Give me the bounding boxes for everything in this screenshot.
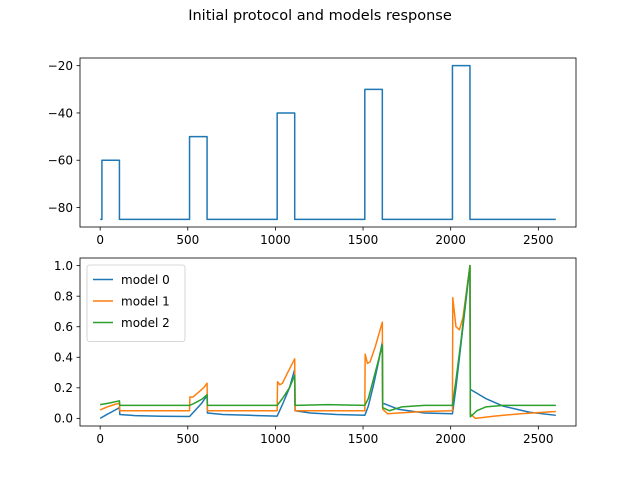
axes-frame	[79, 257, 577, 427]
figure-title: Initial protocol and models response	[188, 8, 452, 24]
series-line-model-2	[100, 264, 556, 418]
legend-entry: model 2	[121, 316, 170, 330]
y-tick-label: 0.6	[54, 320, 73, 334]
y-tick-label: 0.0	[54, 412, 73, 426]
y-tick-label: 0.8	[54, 289, 73, 303]
y-tick-label: −20	[48, 59, 73, 73]
x-tick-label: 2500	[523, 432, 554, 446]
x-tick-label: 0	[96, 432, 104, 446]
x-tick-label: 0	[96, 233, 104, 247]
x-tick-label: 500	[176, 233, 199, 247]
series-line-ax0-0	[100, 64, 556, 221]
top-axes: 0 500 1000 1500 2000 2500 −80 −60 −40 −20	[48, 57, 577, 247]
y-tick-label: 0.4	[54, 351, 73, 365]
bottom-axes: 0 500 1000 1500 2000 2500 0.0 0.2 0.4 0.6 0.8 1.0 mo…	[54, 257, 577, 446]
y-tick-label: −60	[48, 154, 73, 168]
y-tick-label: 0.2	[54, 381, 73, 395]
x-tick-label: 2500	[523, 233, 554, 247]
x-tick-label: 2000	[435, 233, 466, 247]
axes-frame	[79, 57, 577, 228]
x-tick-label: 1500	[348, 233, 379, 247]
x-tick-label: 1000	[260, 233, 291, 247]
legend-entry: model 0	[121, 273, 170, 287]
y-tick-label: −80	[48, 201, 73, 215]
series-line-model-1	[99, 264, 556, 420]
y-tick-label: −40	[48, 106, 73, 120]
legend-entry: model 1	[121, 294, 170, 308]
x-tick-label: 1500	[348, 432, 379, 446]
y-tick-label: 1.0	[54, 259, 73, 273]
x-tick-label: 500	[176, 432, 199, 446]
x-tick-label: 1000	[260, 432, 291, 446]
x-tick-label: 2000	[435, 432, 466, 446]
